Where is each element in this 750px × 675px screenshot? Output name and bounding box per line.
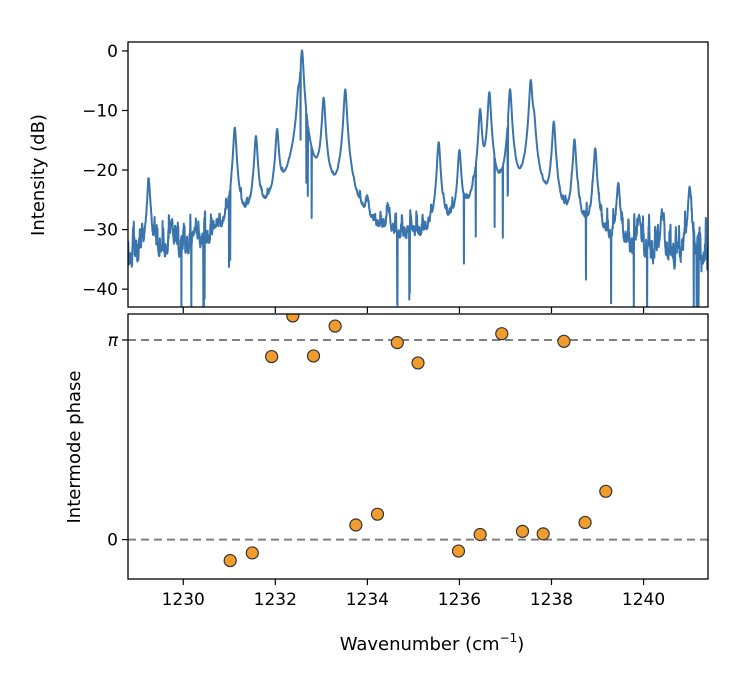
- phase-point: [515, 524, 530, 538]
- intensity-yticks: 0 −10 −20 −30 −40: [82, 42, 128, 300]
- phase-xtick-label: 1238: [530, 590, 573, 610]
- phase-point: [536, 527, 550, 541]
- phase-point: [223, 553, 237, 568]
- phase-xlabel-close: ): [517, 634, 524, 655]
- phase-point: [370, 507, 385, 521]
- phase-xlabel: Wavenumber (cm−1): [340, 631, 525, 655]
- phase-xtick-label: 1236: [438, 590, 481, 610]
- phase-point: [557, 334, 571, 348]
- phase-point: [495, 327, 509, 341]
- phase-points: [223, 314, 613, 568]
- phase-point: [265, 349, 279, 364]
- intensity-ytick-label: 0: [107, 42, 118, 62]
- phase-xtick-label: 1240: [622, 590, 665, 610]
- intensity-ytick-label: −40: [82, 280, 118, 300]
- intensity-panel: 0 −10 −20 −30 −40 Intensity (dB): [28, 41, 709, 313]
- phase-point: [451, 544, 466, 558]
- phase-xlabel-main: Wavenumber (cm: [340, 634, 500, 655]
- intensity-ytick-label: −10: [82, 101, 118, 121]
- phase-point: [578, 515, 592, 530]
- phase-panel: 0π 1230 1232 1234 1236 1238 1240 Intermode ph…: [64, 313, 709, 655]
- phase-point: [245, 546, 259, 560]
- phase-xlabel-superscript: −1: [500, 631, 518, 645]
- intensity-ylabel: Intensity (dB): [28, 114, 49, 236]
- phase-point: [349, 518, 363, 532]
- phase-yticks: 0π: [107, 331, 128, 551]
- intensity-ytick-label: −20: [82, 161, 118, 181]
- phase-point: [286, 314, 300, 323]
- phase-point: [390, 335, 404, 350]
- intensity-ytick-label: −30: [82, 221, 118, 241]
- intensity-spectrum-line: [128, 49, 708, 307]
- phase-ylabel: Intermode phase: [64, 370, 85, 523]
- phase-xtick-label: 1234: [346, 590, 389, 610]
- intensity-xticks: [182, 307, 645, 313]
- phase-xticks: 1230 1232 1234 1236 1238 1240: [162, 579, 665, 610]
- phase-xtick-label: 1232: [254, 590, 297, 610]
- phase-point: [328, 319, 342, 333]
- phase-ytick-label: π: [108, 331, 119, 351]
- phase-xtick-label: 1230: [162, 590, 205, 610]
- phase-point: [599, 484, 613, 498]
- phase-reference-lines: [128, 338, 708, 541]
- phase-point: [411, 356, 425, 370]
- phase-ytick-label: 0: [107, 531, 118, 551]
- phase-point: [473, 527, 487, 542]
- phase-point: [306, 349, 321, 363]
- intensity-axes-frame: [127, 41, 709, 308]
- phase-axes-frame: [127, 313, 709, 580]
